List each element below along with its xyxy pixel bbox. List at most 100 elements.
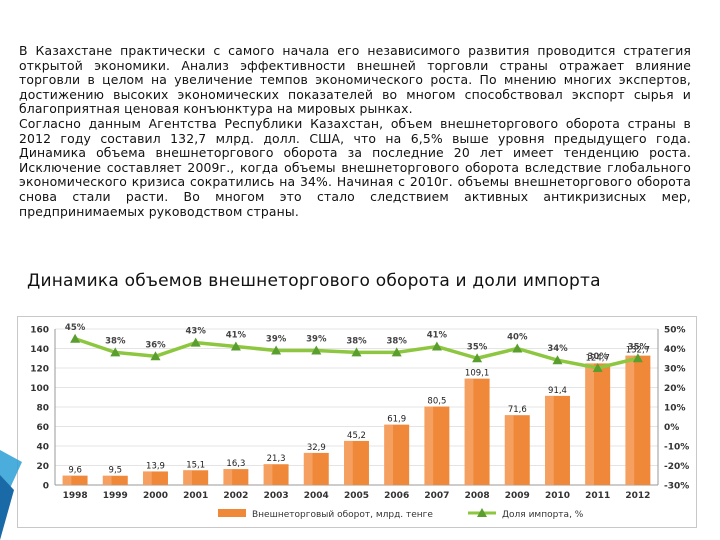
- bar-highlight: [344, 440, 353, 485]
- line-data-label: 38%: [105, 336, 126, 346]
- x-tick-label: 2005: [344, 491, 369, 501]
- y-left-tick-label: 100: [30, 384, 49, 394]
- bar-data-label: 45,2: [347, 431, 366, 441]
- line-marker: [431, 341, 442, 351]
- x-tick-label: 2007: [424, 491, 449, 501]
- y-left-tick-label: 120: [30, 365, 49, 375]
- y-right-tick-label: 30%: [664, 365, 686, 375]
- y-right-tick-label: 40%: [664, 345, 686, 355]
- x-tick-label: 2010: [545, 491, 570, 501]
- legend-bar-label: Внешнеторговый оборот, млрд. тенге: [252, 510, 433, 520]
- paragraph-1: В Казахстане практически с самого начала…: [19, 43, 691, 117]
- line-marker: [110, 347, 121, 357]
- line-data-label: 30%: [588, 352, 609, 362]
- bar-highlight: [223, 469, 233, 485]
- legend-line-marker: [477, 508, 487, 517]
- x-tick-label: 2003: [264, 491, 289, 501]
- bar-highlight: [384, 424, 393, 485]
- line-data-label: 41%: [427, 331, 448, 341]
- bar-data-label: 21,3: [267, 454, 286, 464]
- bar-highlight: [183, 470, 192, 485]
- chart-container: 0 20 40 60 80 100 120 140 160 -30% -20% -10% 0% 10% 20…: [17, 316, 697, 528]
- x-tick-label: 2001: [183, 491, 208, 501]
- bar-highlight: [545, 395, 554, 485]
- line-data-label: 43%: [186, 327, 207, 337]
- x-tick-label: 2002: [223, 491, 248, 501]
- y-right-tick-label: 0%: [664, 423, 679, 433]
- line-data-label: 40%: [507, 333, 528, 343]
- bar-data-label: 61,9: [387, 415, 406, 425]
- line-marker: [512, 343, 523, 353]
- line-marker: [351, 347, 362, 357]
- y-right-tick-label: 10%: [664, 404, 686, 414]
- y-left-tick-label: 40: [36, 443, 49, 453]
- y-right-tick-label: -20%: [664, 462, 689, 472]
- bar-data-label: 16,3: [226, 459, 245, 469]
- bar-data-label: 9,6: [68, 466, 82, 476]
- bar-data-label: 80,5: [427, 397, 446, 407]
- y-left-tick-label: 0: [43, 482, 49, 492]
- bar-data-label: 32,9: [307, 443, 326, 453]
- chart-heading: Динамика объемов внешнеторгового оборота…: [27, 271, 601, 291]
- y-left-tick-label: 80: [36, 404, 49, 414]
- line-data-label: 35%: [628, 342, 649, 352]
- y-left-tick-label: 20: [36, 462, 49, 472]
- line-marker: [311, 345, 322, 355]
- x-tick-label: 2006: [384, 491, 409, 501]
- line-data-label: 34%: [547, 344, 568, 354]
- bar-highlight: [303, 452, 313, 485]
- bar-data-label: 132,7: [626, 346, 650, 356]
- bar-data-label: 13,9: [146, 461, 165, 471]
- bar-data-label: 15,1: [186, 460, 205, 470]
- line-data-label: 41%: [226, 331, 247, 341]
- bar-highlight: [424, 406, 434, 485]
- bar-highlight: [62, 475, 72, 485]
- line-marker: [230, 341, 241, 351]
- bar-data-label: 109,1: [465, 369, 489, 379]
- y-left-tick-label: 160: [30, 326, 49, 336]
- bar: [62, 475, 88, 485]
- x-tick-label: 2011: [585, 491, 610, 501]
- x-tick-label: 2012: [625, 491, 650, 501]
- y-right-tick-label: 50%: [664, 326, 686, 336]
- line-marker: [632, 353, 643, 363]
- bar-data-label: 91,4: [548, 386, 567, 396]
- bar-data-label: 124,7: [586, 353, 610, 363]
- line-marker: [592, 363, 603, 372]
- legend-line-label: Доля импорта, %: [502, 510, 584, 520]
- paragraph-2: Согласно данным Агентства Республики Каз…: [19, 115, 691, 219]
- bar-highlight: [504, 415, 514, 485]
- bar-data-label: 9,5: [109, 466, 123, 476]
- bar-highlight: [102, 475, 112, 485]
- y-right-tick-label: -30%: [664, 482, 689, 492]
- bar-highlight: [263, 464, 273, 485]
- line-marker: [472, 353, 483, 363]
- line-marker: [271, 345, 282, 355]
- y-left-tick-label: 60: [36, 423, 49, 433]
- line-data-label: 39%: [306, 334, 327, 344]
- line-marker: [391, 347, 402, 357]
- x-tick-label: 2000: [143, 491, 168, 501]
- x-tick-label: 2004: [304, 491, 329, 501]
- x-tick-label: 1999: [103, 491, 128, 501]
- line-data-label: 39%: [266, 334, 287, 344]
- y-right-tick-label: 20%: [664, 384, 686, 394]
- line-data-label: 36%: [145, 340, 166, 350]
- bar-highlight: [464, 378, 474, 485]
- line-marker: [70, 333, 81, 343]
- bar-data-label: 71,6: [508, 405, 527, 415]
- bar-highlight: [143, 471, 152, 485]
- line-marker: [190, 337, 201, 347]
- x-tick-label: 2008: [465, 491, 490, 501]
- chart-svg: 0 20 40 60 80 100 120 140 160 -30% -20% -10% 0% 10% 20…: [30, 323, 689, 520]
- line-data-label: 35%: [467, 342, 488, 352]
- x-tick-label: 2009: [505, 491, 530, 501]
- line-data-label: 38%: [346, 336, 367, 346]
- x-tick-label: 1998: [63, 491, 88, 501]
- y-right-tick-label: -10%: [664, 443, 689, 453]
- body-text: В Казахстане практически с самого начала…: [19, 43, 691, 219]
- y-left-tick-label: 140: [30, 345, 49, 355]
- bar-highlight: [625, 355, 635, 485]
- line-marker: [552, 355, 563, 365]
- line-data-label: 45%: [65, 323, 86, 333]
